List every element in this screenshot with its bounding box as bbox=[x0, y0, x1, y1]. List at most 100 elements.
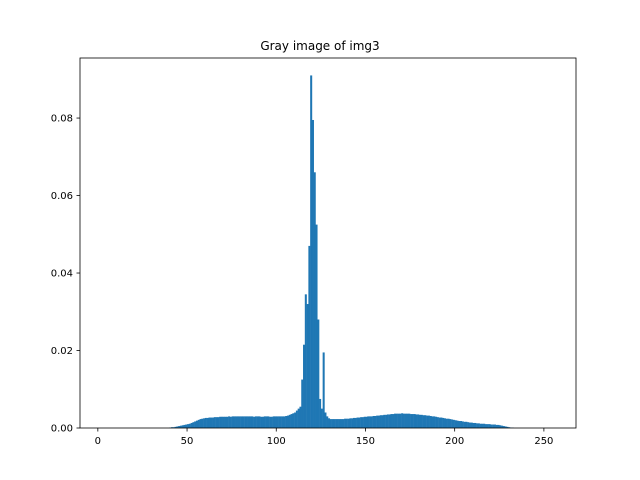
histogram-bar bbox=[342, 419, 345, 428]
histogram-bar bbox=[426, 415, 429, 428]
histogram-bar bbox=[212, 417, 215, 428]
histogram-bar bbox=[427, 415, 430, 428]
histogram-bar bbox=[410, 414, 413, 428]
histogram-bar bbox=[492, 424, 495, 428]
histogram-bar bbox=[399, 413, 402, 428]
histogram-bar bbox=[213, 417, 216, 428]
histogram-bar bbox=[185, 424, 188, 428]
histogram-bar bbox=[294, 412, 297, 428]
histogram-bar bbox=[251, 416, 254, 428]
histogram-bar bbox=[263, 416, 266, 428]
histogram-bar bbox=[402, 413, 405, 428]
histogram-bar bbox=[451, 419, 454, 428]
histogram-bar bbox=[404, 413, 407, 428]
histogram-bar bbox=[326, 416, 329, 428]
histogram-bar bbox=[238, 416, 241, 428]
histogram-bar bbox=[361, 417, 364, 428]
histogram-bar bbox=[254, 416, 257, 428]
histogram-bar bbox=[456, 420, 459, 428]
histogram-bar bbox=[476, 423, 479, 428]
histogram-bar bbox=[452, 419, 455, 428]
histogram-bar bbox=[369, 416, 372, 428]
histogram-bar bbox=[381, 415, 384, 428]
histogram-bar bbox=[372, 415, 375, 428]
histogram-bar bbox=[490, 424, 493, 428]
histogram-bar bbox=[488, 424, 491, 428]
histogram-bar bbox=[429, 415, 432, 428]
y-tick-label: 0.06 bbox=[51, 191, 73, 202]
histogram-bar bbox=[311, 119, 314, 428]
histogram-bar bbox=[235, 416, 238, 428]
histogram-bar bbox=[208, 417, 211, 428]
histogram-bar bbox=[178, 426, 181, 428]
x-tick-label: 50 bbox=[181, 436, 194, 447]
histogram-bar bbox=[260, 416, 263, 428]
histogram-bar bbox=[433, 416, 436, 428]
histogram-bar bbox=[320, 408, 323, 428]
histogram-bar bbox=[335, 419, 338, 428]
histogram-bar bbox=[303, 344, 306, 428]
histogram-bar bbox=[354, 417, 357, 428]
histogram-bar bbox=[347, 418, 350, 428]
histogram-bar bbox=[365, 416, 368, 428]
histogram-bar bbox=[358, 417, 361, 428]
histogram-bar bbox=[443, 418, 447, 428]
histogram-bar bbox=[281, 416, 284, 428]
histogram-bar bbox=[417, 414, 420, 428]
histogram-bar bbox=[279, 416, 282, 428]
histogram-bar bbox=[187, 424, 190, 428]
histogram-bar bbox=[338, 419, 341, 428]
histogram-bar bbox=[351, 418, 354, 428]
histogram-bar bbox=[276, 416, 279, 428]
histogram-bar bbox=[406, 413, 409, 428]
histogram-bar bbox=[463, 421, 466, 428]
histogram-bar bbox=[367, 416, 370, 428]
histogram-bar bbox=[270, 416, 273, 428]
histogram-bar bbox=[479, 423, 482, 428]
histogram-bar bbox=[461, 421, 464, 428]
histogram-bar bbox=[315, 224, 318, 428]
histogram-bar bbox=[447, 418, 450, 428]
histogram-bar bbox=[493, 424, 496, 428]
histogram-bar bbox=[245, 416, 248, 428]
histogram-bar bbox=[467, 422, 470, 428]
histogram-bar bbox=[197, 419, 200, 428]
histogram-bar bbox=[269, 416, 272, 428]
histogram-bar bbox=[331, 419, 334, 428]
histogram-bar bbox=[256, 416, 259, 428]
histogram-bar bbox=[174, 426, 177, 428]
histogram-bar bbox=[499, 425, 502, 428]
histogram-bar bbox=[220, 416, 223, 428]
histogram-bar bbox=[356, 417, 359, 428]
histogram-bar bbox=[278, 416, 281, 428]
histogram-bar bbox=[413, 414, 416, 428]
histogram-bar bbox=[301, 379, 304, 428]
histogram-bar bbox=[247, 416, 250, 428]
histogram-bar bbox=[299, 406, 302, 428]
histogram-bar bbox=[285, 415, 288, 428]
y-axis-ticks: 0.00 0.02 0.04 0.06 0.08 bbox=[51, 114, 80, 435]
histogram-bar bbox=[240, 416, 243, 428]
histogram-bar bbox=[319, 398, 322, 428]
histogram-bar bbox=[253, 416, 256, 428]
histogram-bar bbox=[344, 418, 347, 428]
histogram-bar bbox=[374, 415, 377, 428]
histogram-bar bbox=[229, 416, 232, 428]
histogram-bar bbox=[422, 415, 425, 428]
histogram-bar bbox=[201, 418, 204, 428]
histogram-bar bbox=[379, 415, 382, 428]
histogram-bar bbox=[454, 420, 457, 428]
histogram-bar bbox=[497, 424, 500, 428]
histogram-bar bbox=[424, 415, 427, 428]
histogram-bar bbox=[385, 414, 388, 428]
histogram-bar bbox=[228, 416, 231, 428]
histogram-bar bbox=[397, 413, 400, 428]
histogram-bar bbox=[495, 424, 498, 428]
histogram-bar bbox=[206, 417, 209, 428]
histogram-bar bbox=[224, 416, 227, 428]
histogram-bar bbox=[226, 416, 229, 428]
histogram-bar bbox=[313, 172, 316, 428]
histogram-bar bbox=[376, 415, 379, 428]
histogram-bar bbox=[445, 418, 448, 428]
histogram-bar bbox=[394, 413, 397, 428]
